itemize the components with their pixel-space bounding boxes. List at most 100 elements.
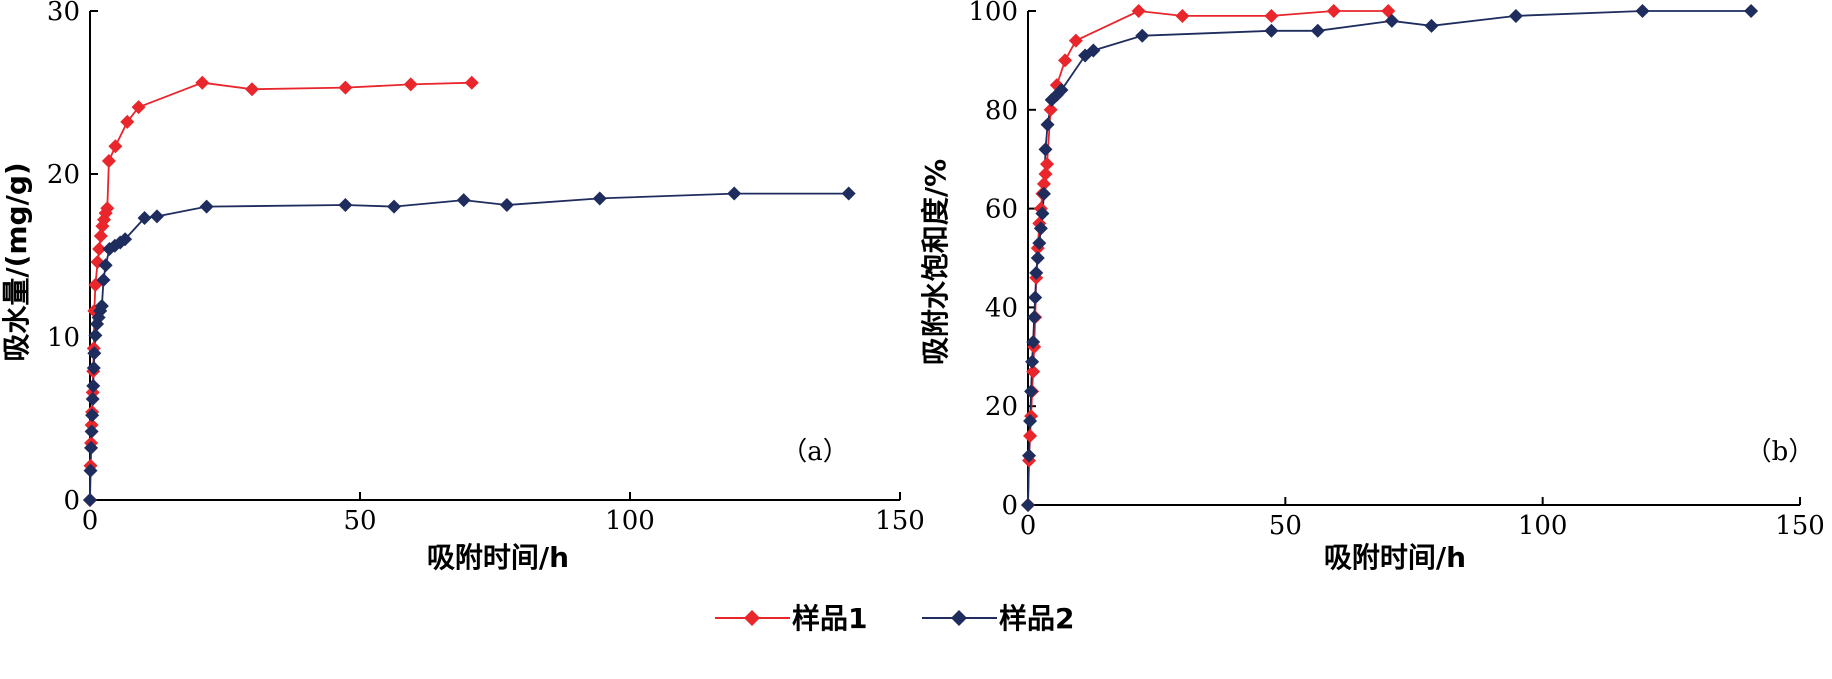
series-line-b-1 — [1027, 10, 1389, 506]
data-point-b-series-2 — [1135, 28, 1150, 43]
panel-label-b: （b） — [1746, 437, 1815, 467]
data-point-b-series-2 — [1032, 236, 1047, 251]
data-point-a-series-2 — [83, 463, 98, 478]
data-point-b-series-2 — [1310, 23, 1325, 38]
data-point-a-series-2 — [149, 209, 164, 224]
data-point-a-series-2 — [94, 299, 109, 314]
data-point-a-series-2 — [456, 193, 471, 208]
data-point-b-series-2 — [1744, 4, 1759, 18]
data-point-a-series-1 — [131, 100, 146, 115]
data-point-b-series-2 — [1021, 498, 1035, 512]
y-tick-label-b: 100 — [968, 0, 1018, 27]
data-point-a-series-1 — [338, 80, 353, 95]
data-point-a-series-2 — [86, 360, 101, 375]
data-point-a-series-2 — [199, 199, 214, 214]
y-tick-label-a: 30 — [47, 0, 80, 27]
data-point-a-series-2 — [85, 408, 100, 423]
y-axis-title-b: 吸附水饱和度/% — [919, 159, 952, 365]
x-tick-label-a: 50 — [343, 506, 376, 536]
data-point-b-series-1 — [1264, 8, 1279, 23]
data-point-b-series-2 — [1025, 354, 1040, 369]
data-point-b-series-2 — [1424, 18, 1439, 33]
data-point-b-series-2 — [1054, 83, 1069, 98]
data-point-b-series-2 — [1028, 290, 1043, 305]
x-tick-label-b: 100 — [1518, 511, 1568, 541]
data-point-b-series-2 — [1022, 448, 1037, 463]
data-point-a-series-2 — [338, 197, 353, 212]
data-point-b-series-2 — [1029, 265, 1044, 280]
data-point-a-series-2 — [86, 378, 101, 393]
data-point-a-series-2 — [96, 272, 111, 287]
x-tick-label-b: 50 — [1269, 511, 1302, 541]
data-point-b-series-2 — [1384, 13, 1399, 28]
data-point-b-series-1 — [1038, 167, 1053, 182]
data-point-b-series-2 — [1635, 4, 1650, 18]
data-point-a-series-2 — [592, 191, 607, 206]
data-point-a-series-2 — [841, 186, 856, 201]
x-tick-label-a: 0 — [82, 506, 99, 536]
data-point-b-series-2 — [1038, 142, 1053, 157]
data-point-a-series-1 — [100, 201, 115, 216]
panel-label-a: （a） — [781, 437, 849, 467]
data-point-a-series-1 — [245, 82, 259, 97]
chart-panel-a: 吸水量/(mg/g) 吸附时间/h （a） 0 50 100 150 0 10 20 30 — [0, 0, 925, 574]
data-point-b-series-2 — [1033, 221, 1048, 236]
data-point-a-series-2 — [83, 493, 97, 507]
y-tick-label-b: 0 — [1001, 491, 1018, 521]
y-tick-label-b: 80 — [985, 96, 1018, 126]
y-tick-label-b: 20 — [985, 392, 1018, 422]
data-point-a-series-2 — [98, 258, 113, 273]
data-point-b-series-2 — [1024, 384, 1039, 399]
data-point-b-series-2 — [1508, 8, 1523, 23]
y-tick-label-a: 20 — [47, 160, 80, 190]
data-point-b-series-2 — [1040, 117, 1055, 132]
data-point-a-series-2 — [84, 440, 99, 455]
series-line-a-1 — [89, 81, 472, 501]
data-point-b-series-1 — [1058, 53, 1073, 68]
data-point-a-series-2 — [84, 424, 99, 439]
data-point-b-series-2 — [1027, 310, 1042, 325]
x-tick-label-a: 150 — [875, 506, 925, 536]
data-point-a-series-2 — [499, 197, 514, 212]
series-line-b-2 — [1027, 10, 1752, 506]
legend-label-sample-1: 样品1 — [792, 602, 867, 635]
y-tick-label-b: 40 — [985, 293, 1018, 323]
data-point-b-series-2 — [1035, 206, 1050, 221]
x-axis-title-b: 吸附时间/h — [1324, 541, 1466, 574]
legend-label-sample-2: 样品2 — [999, 602, 1074, 635]
data-point-b-series-1 — [1068, 33, 1083, 48]
data-point-b-series-1 — [1023, 428, 1038, 443]
data-point-b-series-1 — [1026, 364, 1041, 379]
data-point-b-series-1 — [1040, 157, 1055, 172]
y-tick-label-a: 10 — [47, 323, 80, 353]
series-line-a-2 — [89, 192, 849, 501]
data-point-a-series-1 — [93, 228, 108, 243]
data-point-a-series-1 — [108, 139, 123, 154]
legend: 样品1 样品2 — [715, 602, 1074, 635]
data-point-a-series-2 — [137, 211, 152, 226]
data-point-b-series-2 — [1036, 186, 1051, 201]
y-tick-label-b: 60 — [985, 195, 1018, 225]
x-tick-label-b: 0 — [1020, 511, 1037, 541]
data-point-a-series-2 — [88, 328, 103, 343]
data-point-a-series-2 — [85, 391, 100, 406]
data-point-a-series-2 — [87, 346, 102, 361]
data-point-b-series-1 — [1326, 4, 1341, 18]
data-point-a-series-2 — [118, 232, 133, 247]
data-point-b-series-1 — [1175, 8, 1190, 23]
data-point-a-series-1 — [101, 153, 116, 168]
data-point-a-series-2 — [727, 186, 742, 201]
data-point-a-series-2 — [387, 199, 402, 214]
data-point-a-series-1 — [120, 114, 135, 129]
legend-item-sample-1: 样品1 — [715, 602, 867, 635]
data-point-b-series-2 — [1030, 251, 1045, 265]
x-tick-label-b: 150 — [1775, 511, 1825, 541]
data-point-b-series-2 — [1086, 43, 1101, 58]
legend-marker-sample-1 — [744, 610, 760, 626]
data-point-b-series-1 — [1036, 176, 1051, 191]
data-point-b-series-1 — [1043, 102, 1058, 117]
x-tick-label-a: 100 — [605, 506, 655, 536]
y-axis-title-a: 吸水量/(mg/g) — [0, 162, 33, 361]
data-point-b-series-2 — [1264, 23, 1279, 38]
